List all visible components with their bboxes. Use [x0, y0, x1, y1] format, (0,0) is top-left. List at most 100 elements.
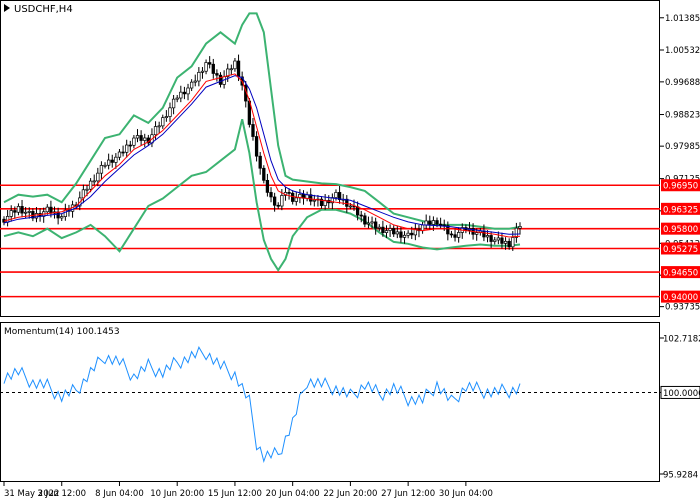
- candle-body: [453, 234, 457, 238]
- candle-body: [251, 124, 255, 137]
- candle-body: [135, 135, 140, 139]
- candle-body: [139, 135, 143, 141]
- candle-body: [106, 159, 111, 166]
- fast-ma-line: [3, 73, 521, 238]
- time-label-2: 8 Jun 04:00: [95, 489, 144, 499]
- candle-body: [388, 228, 392, 231]
- candle-body: [171, 98, 176, 109]
- candle-body: [449, 233, 454, 236]
- candle-body: [413, 228, 418, 236]
- candle-body: [143, 137, 147, 141]
- candle-body: [276, 204, 280, 207]
- candle-body: [128, 144, 132, 147]
- candle-body: [114, 156, 118, 163]
- level-label-box-3: [661, 242, 700, 255]
- candle-body: [265, 179, 270, 193]
- candle-body: [363, 215, 367, 225]
- candle-body: [125, 144, 129, 153]
- candle-body: [13, 210, 17, 213]
- momentum-line: [3, 346, 521, 464]
- candle-body: [406, 232, 410, 236]
- candle-body: [110, 159, 114, 163]
- time-label-1: 3 Jun 12:00: [37, 489, 86, 499]
- candle-body: [254, 136, 259, 157]
- candle-body: [208, 62, 212, 65]
- level-label-3: 0.95275: [663, 245, 698, 255]
- level-label-box-0: [661, 179, 700, 192]
- level-label-5: 0.94000: [663, 293, 698, 303]
- candle-body: [435, 220, 439, 225]
- candle-body: [49, 206, 53, 214]
- candle-body: [204, 62, 208, 72]
- momentum-title: Momentum(14) 100.1453: [4, 327, 120, 337]
- candle-body: [493, 239, 497, 242]
- momentum-current-box: [660, 385, 700, 399]
- candle-body: [291, 192, 295, 202]
- candle-body: [287, 192, 291, 194]
- candle-body: [175, 97, 179, 100]
- level-label-box-2: [661, 222, 700, 235]
- candle-body: [514, 227, 519, 238]
- time-label-4: 15 Jun 12:00: [208, 489, 262, 499]
- candle-body: [511, 237, 515, 248]
- candle-body: [431, 220, 436, 225]
- candle-body: [92, 180, 96, 183]
- time-label-0: 31 May 2022: [4, 489, 59, 499]
- candle-body: [103, 164, 107, 167]
- candle-body: [153, 126, 158, 136]
- candle-body: [399, 231, 403, 238]
- candle-body: [280, 195, 284, 207]
- level-label-box-1: [661, 202, 700, 215]
- candle-body: [132, 137, 136, 146]
- momentum-axis: 102.7182 100.0000 95.9284: [660, 335, 700, 481]
- candle-body: [428, 220, 432, 225]
- candle-body: [168, 107, 172, 117]
- time-label-7: 27 Jun 12:00: [381, 489, 435, 499]
- candle-body: [489, 235, 493, 242]
- momentum-label-0: 102.7182: [663, 335, 700, 345]
- candle-body: [193, 80, 197, 83]
- level-label-0: 0.96950: [663, 182, 698, 192]
- candle-body: [337, 192, 342, 200]
- price-label-0: 1.01385: [665, 14, 700, 24]
- candle-body: [366, 222, 371, 225]
- candle-body: [9, 210, 13, 217]
- candle-body: [374, 221, 378, 229]
- candles: [2, 54, 522, 251]
- candle-body: [45, 206, 49, 213]
- candle-body: [161, 117, 165, 127]
- candle-body: [507, 240, 511, 248]
- time-label-8: 30 Jun 04:00: [439, 489, 493, 499]
- time-label-3: 10 Jun 20:00: [150, 489, 204, 499]
- candle-body: [424, 220, 428, 226]
- candle-body: [85, 188, 89, 191]
- candle-body: [24, 211, 28, 214]
- time-label-6: 22 Jun 20:00: [323, 489, 377, 499]
- candle-body: [500, 237, 504, 244]
- candle-body: [503, 240, 508, 244]
- candle-body: [348, 205, 353, 208]
- main-panel-frame: [0, 0, 660, 317]
- level-label-2: 0.95800: [663, 225, 698, 235]
- symbol-arrow-icon: [4, 4, 10, 12]
- candle-body: [496, 237, 500, 241]
- candle-body: [157, 125, 161, 128]
- horizontal-levels: [0, 184, 660, 298]
- price-label-9: 0.93735: [665, 303, 700, 313]
- candle-body: [272, 196, 277, 206]
- level-label-1: 0.96325: [663, 205, 698, 215]
- level-label-box-4: [661, 266, 700, 279]
- candle-body: [359, 214, 363, 217]
- candle-body: [27, 211, 31, 213]
- candle-body: [518, 226, 522, 229]
- candle-body: [182, 91, 187, 95]
- candle-body: [355, 206, 360, 216]
- moving-averages: [3, 73, 521, 238]
- candle-body: [377, 226, 381, 229]
- candle-body: [233, 60, 237, 70]
- time-label-5: 20 Jun 04:00: [266, 489, 320, 499]
- candle-body: [236, 60, 241, 78]
